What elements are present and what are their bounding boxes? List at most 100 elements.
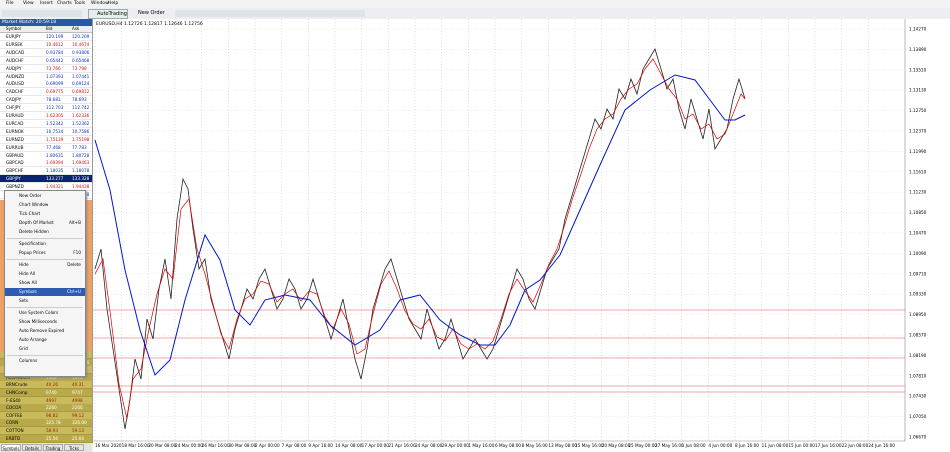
symbol-row[interactable]: ERBTD 25.56 25.66 <box>0 434 92 443</box>
menu-option[interactable]: Symbols Ctrl+U <box>5 288 85 296</box>
menu-option[interactable]: Columns <box>5 357 85 365</box>
menu-option[interactable]: Chart Window <box>5 201 85 209</box>
menu-item[interactable]: View <box>23 1 34 6</box>
price-label: 1.06670 <box>909 435 927 440</box>
symbol-row[interactable]: F-ES40 4997 4998 <box>0 396 92 405</box>
menu-item[interactable]: Tools <box>74 1 86 6</box>
symbol-row[interactable]: GBPAUD 1.80631 1.80728 <box>0 151 92 160</box>
symbol-row[interactable]: COCOA 2260 2266 <box>0 404 92 413</box>
time-label: 27 May 16:00 <box>655 443 684 448</box>
menu-item[interactable]: Charts <box>57 1 72 6</box>
symbol-name: EURJPY <box>6 34 21 39</box>
symbol-name: GBPCAD <box>6 160 24 166</box>
symbol-row[interactable]: EURJPY 120.199 120.209 <box>0 33 92 41</box>
menu-option[interactable]: Hide Delete <box>5 261 85 269</box>
symbol-row[interactable]: CORN 325.78 326.00 <box>0 419 92 428</box>
time-label: 1 Jun 08:00 <box>682 443 706 448</box>
autotrading-button[interactable]: AutoTrading <box>88 9 128 19</box>
menu-option[interactable]: Specification <box>5 240 85 248</box>
symbol-row[interactable]: AUDJPY 73.766 73.798 <box>0 64 92 73</box>
time-label: 7 Apr 08:00 <box>282 443 307 448</box>
price: 1.18035 <box>46 168 64 174</box>
menu-item[interactable]: Insert <box>40 1 53 6</box>
symbol-row[interactable]: EURNOK 10.7534 10.7586 <box>0 127 92 136</box>
time-label: 15 Jun 00:00 <box>788 443 815 448</box>
menu-option[interactable]: Show All <box>5 279 85 287</box>
separator <box>7 355 83 356</box>
menu-option[interactable]: Depth Of Market Alt+B <box>5 219 85 227</box>
symbol-row[interactable]: COFFEE 98.82 99.12 <box>0 411 92 420</box>
price: 326.00 <box>72 420 87 426</box>
price: 78.693 <box>72 97 87 103</box>
symbol-name: EURCAD <box>6 120 24 126</box>
symbol-row[interactable]: CHFJPY 112.703 112.742 <box>0 104 92 113</box>
tab[interactable]: Details <box>22 444 42 451</box>
symbol-row[interactable]: AUDNZD 1.07393 1.07441 <box>0 72 92 81</box>
symbol-row[interactable]: AUDUSD 0.69099 0.69124 <box>0 80 92 89</box>
new-order-button[interactable]: New Order <box>138 10 165 16</box>
symbol-row[interactable]: COTTON 58.93 59.13 <box>0 427 92 435</box>
time-label: 8 May 16:00 <box>522 443 548 448</box>
symbol-name: AUDJPY <box>6 65 22 71</box>
menu-option[interactable]: Popup Prices F10 <box>5 249 85 257</box>
time-label: 16 Mar 2020 <box>95 443 122 448</box>
symbol-name: GBPCHF <box>6 168 24 174</box>
tab[interactable]: Ticks <box>64 444 84 451</box>
menu-option[interactable]: New Order <box>5 192 85 200</box>
menu-item[interactable]: File <box>6 1 14 6</box>
price: 1573 <box>72 374 83 380</box>
symbol-row[interactable]: AUDCHF 0.65442 0.65468 <box>0 56 92 65</box>
price: 1.69394 <box>46 160 64 166</box>
menu-option[interactable]: Auto Arrange <box>5 336 85 344</box>
symbol-name: EURNOK <box>6 128 24 134</box>
menu-item[interactable]: Window <box>91 1 109 6</box>
symbol-row[interactable]: GBPJPY 133.277 133.328 <box>0 175 92 184</box>
symbol-row[interactable]: EURSEK 10.4612 10.4674 <box>0 40 92 49</box>
price-label: 1.12750 <box>909 108 927 113</box>
symbol-row[interactable]: EURRUB 77.468 77.783 <box>0 143 92 152</box>
symbol-row[interactable]: EURCAD 1.52342 1.52362 <box>0 119 92 128</box>
menu-option[interactable]: Use System Colors <box>5 309 85 317</box>
price: 77.783 <box>72 144 87 150</box>
symbol-row[interactable]: GBPCHF 1.18035 1.18078 <box>0 167 92 176</box>
tab[interactable]: Symbols <box>1 444 21 451</box>
price-label: 1.07050 <box>909 414 927 419</box>
symbol-row[interactable]: GBPCAD 1.69394 1.69463 <box>0 159 92 168</box>
symbol-row[interactable]: CADJPY 78.681 78.693 <box>0 96 92 105</box>
tab[interactable]: Trading <box>43 444 63 451</box>
price: 0.69124 <box>72 81 90 87</box>
symbol-row[interactable]: AUDCAD 0.93784 0.93806 <box>0 48 92 57</box>
menu-shortcut: F10 <box>73 250 81 255</box>
price: 40.31 <box>72 382 84 388</box>
price: 2260 <box>46 405 57 411</box>
symbol-row[interactable]: BRNCrude 40.26 40.31 <box>0 381 92 390</box>
separator <box>7 238 83 239</box>
menu-option[interactable]: Sets <box>5 297 85 305</box>
menu-shortcut: Delete <box>67 262 81 267</box>
symbol-name: EURSEK <box>6 41 23 47</box>
menu-label: Symbols <box>19 289 37 294</box>
symbol-row[interactable]: CADCHF 0.69775 0.69812 <box>0 88 92 97</box>
price-label: 1.10850 <box>909 210 927 215</box>
symbol-row[interactable]: ALUMINIUM 1563 1573 <box>0 373 92 382</box>
price: 1563 <box>46 374 57 380</box>
price-label: 1.11610 <box>909 169 927 174</box>
price: 112.703 <box>46 105 64 111</box>
price-label: 1.07810 <box>909 373 927 378</box>
menu-item[interactable]: Help <box>108 1 119 6</box>
price: 1.80631 <box>46 152 64 158</box>
menu-label: Tick Chart <box>19 211 41 216</box>
menu-option[interactable]: Hide All <box>5 270 85 278</box>
menu-option[interactable]: Tick Chart <box>5 210 85 218</box>
price: 1.52362 <box>72 120 90 126</box>
menu-option[interactable]: Auto Remove Expired <box>5 327 85 335</box>
menu-option[interactable]: Delete Hidden <box>5 228 85 236</box>
symbol-row[interactable]: EURNZD 1.75139 1.75198 <box>0 135 92 144</box>
price-label: 1.07430 <box>909 394 927 399</box>
symbol-row[interactable]: CHNComp 9740 9747 <box>0 389 92 397</box>
menu-option[interactable]: Show Milliseconds <box>5 318 85 326</box>
symbol-row[interactable]: EURAUD 1.62305 1.62336 <box>0 112 92 120</box>
menu-option[interactable]: Grid <box>5 345 85 353</box>
menu-label: Show Milliseconds <box>19 319 58 324</box>
symbol-name: GBPNZD <box>6 184 24 190</box>
